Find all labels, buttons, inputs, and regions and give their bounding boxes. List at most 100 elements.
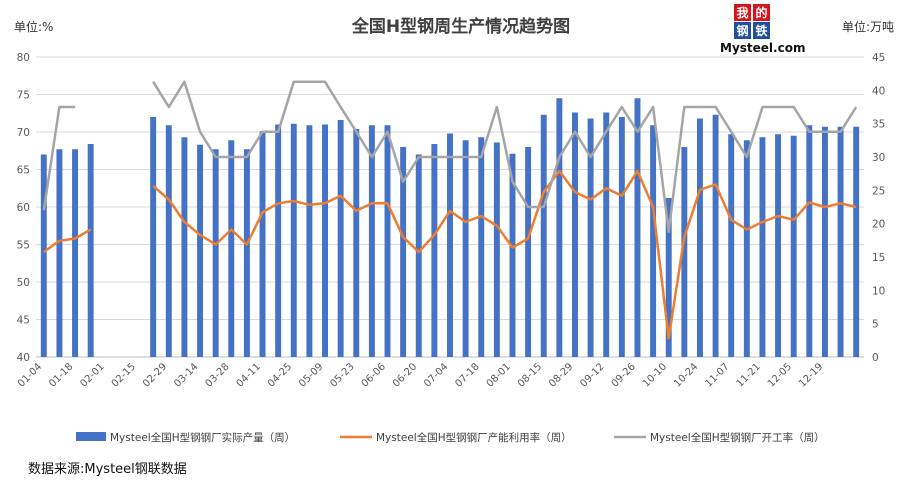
logo-box-1 [734,4,751,21]
x-tick-label: 11-21 [735,361,763,389]
bar-output [368,125,375,357]
right-tick-label: 35 [872,119,885,131]
bar-output [259,131,266,357]
x-tick-label: 03-14 [172,361,200,389]
bar-series [40,98,860,357]
bar-output [572,112,578,357]
x-tick-label: 02-15 [110,361,138,389]
right-tick-label: 30 [872,152,885,164]
bar-output [72,149,79,357]
bar-output [87,144,94,357]
legend: Mysteel全国H型钢钢厂实际产量（周） Mysteel全国H型钢钢厂产能利用… [76,431,825,444]
bar-output [603,112,610,357]
x-tick-label: 04-25 [266,361,294,389]
logo-box-4 [753,22,770,39]
logo-box-3 [734,22,751,39]
bar-output [306,125,313,357]
bar-output [447,133,453,357]
x-tick-label: 08-29 [547,361,575,389]
line-utilization [43,169,857,340]
left-tick-label: 45 [17,315,30,327]
logo-char-4: 铁 [755,23,767,38]
legend-label-utilization: Mysteel全国H型钢钢厂产能利用率（周） [376,431,572,444]
legend-label-output: Mysteel全国H型钢钢厂实际产量（周） [110,431,295,444]
logo-brand-text: Mysteel.com [720,41,805,55]
bar-output [853,126,860,357]
line-series [42,80,858,340]
x-tick-label: 07-04 [422,361,450,389]
bar-output [56,149,63,357]
bar-output [290,123,297,357]
bar-output [478,137,485,357]
bar-output [243,149,250,357]
bar-output [165,125,172,357]
bar-output [618,117,625,357]
mysteel-logo: 我 的 钢 铁 Mysteel.com [720,4,805,55]
x-tick-label: 12-05 [766,361,794,389]
x-tick-label: 10-24 [672,361,700,389]
right-tick-label: 5 [872,319,879,331]
right-tick-label: 15 [872,252,885,264]
right-axis-ticks: 0 5 10 15 20 25 30 35 40 45 [872,52,885,364]
bar-output [275,124,282,357]
bar-output [837,126,844,357]
chart-title: 全国H型钢周生产情况趋势图 [351,16,570,37]
logo-box-2 [753,4,770,21]
right-tick-label: 20 [872,219,885,231]
bar-output [400,147,407,357]
x-tick-label: 08-01 [485,361,513,389]
bar-output [556,98,563,357]
x-tick-label: 01-18 [47,361,75,389]
left-tick-label: 80 [17,52,30,64]
bar-output [634,98,641,357]
bar-output [821,126,828,357]
logo-char-2: 的 [755,5,767,20]
legend-label-operating-rate: Mysteel全国H型钢钢厂开工率（周） [650,431,825,444]
x-tick-label: 02-29 [141,361,169,389]
bar-output [759,137,766,357]
bar-output [712,114,719,357]
left-tick-label: 60 [17,202,30,214]
right-tick-label: 25 [872,185,885,197]
bar-output [743,140,750,357]
bar-output [728,134,735,357]
data-source-note: 数据来源:Mysteel钢联数据 [28,462,187,477]
right-tick-label: 0 [872,352,879,364]
bar-output [540,114,547,357]
x-tick-label: 01-04 [16,361,44,389]
x-tick-label: 08-15 [516,361,544,389]
x-tick-label: 06-06 [360,361,388,389]
bar-output [806,125,813,357]
right-tick-label: 40 [872,85,885,97]
bar-output [197,144,204,357]
bar-output [650,125,657,357]
x-tick-label: 02-01 [78,361,106,389]
bar-output [337,120,344,357]
bar-output [228,140,235,357]
left-tick-label: 65 [17,165,30,177]
bar-output [40,154,47,357]
x-tick-label: 05-23 [328,361,356,389]
bar-output [493,142,500,357]
bar-output [384,125,391,357]
x-tick-label: 03-28 [203,361,231,389]
x-axis-ticks: 01-04 01-18 02-01 02-15 02-29 03-14 03-28 04-11… [16,361,825,389]
left-tick-label: 75 [17,90,30,102]
x-tick-label: 06-20 [391,361,419,389]
x-tick-label: 07-18 [453,361,481,389]
bar-output [150,117,157,357]
bar-output [353,129,360,357]
x-tick-label: 11-07 [703,361,731,389]
bar-output [212,149,219,357]
right-tick-label: 45 [872,52,885,64]
bar-output [775,134,782,357]
legend-swatch-output [76,432,106,441]
bar-output [696,118,703,357]
x-tick-label: 09-12 [578,361,606,389]
bar-output [681,147,688,357]
left-tick-label: 55 [17,240,30,252]
x-tick-label: 05-09 [297,361,325,389]
bar-output [665,198,672,357]
